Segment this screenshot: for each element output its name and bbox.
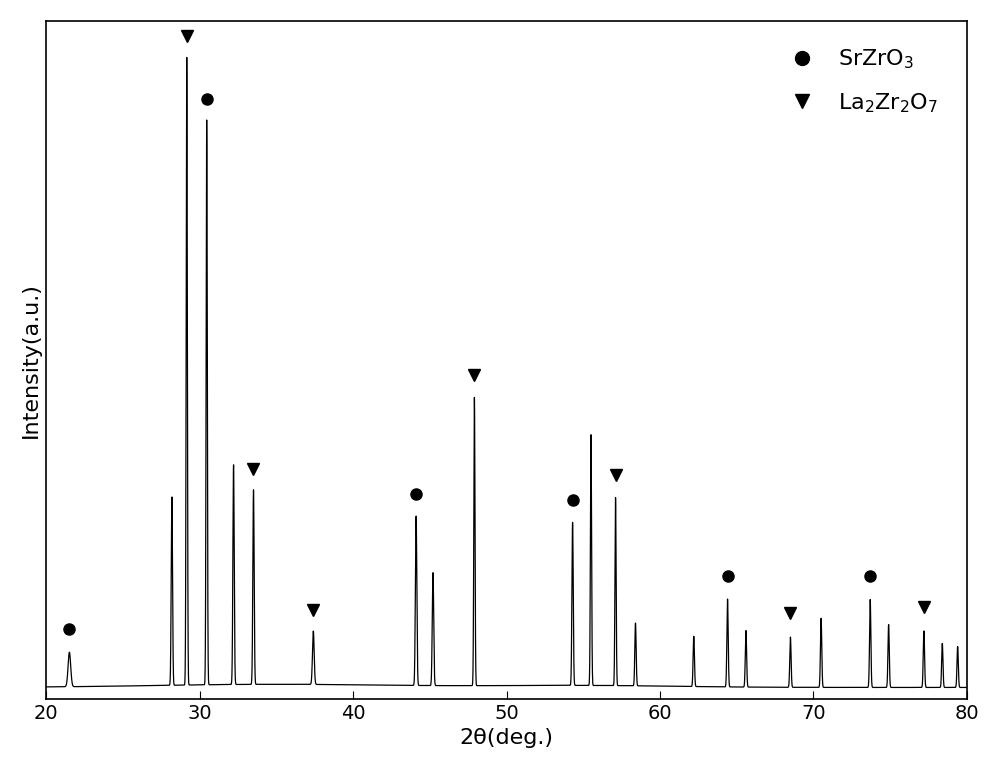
Y-axis label: Intensity(a.u.): Intensity(a.u.)	[21, 282, 41, 438]
Legend: SrZrO$_3$, La$_2$Zr$_2$O$_7$: SrZrO$_3$, La$_2$Zr$_2$O$_7$	[771, 38, 947, 124]
X-axis label: 2θ(deg.): 2θ(deg.)	[460, 728, 554, 748]
